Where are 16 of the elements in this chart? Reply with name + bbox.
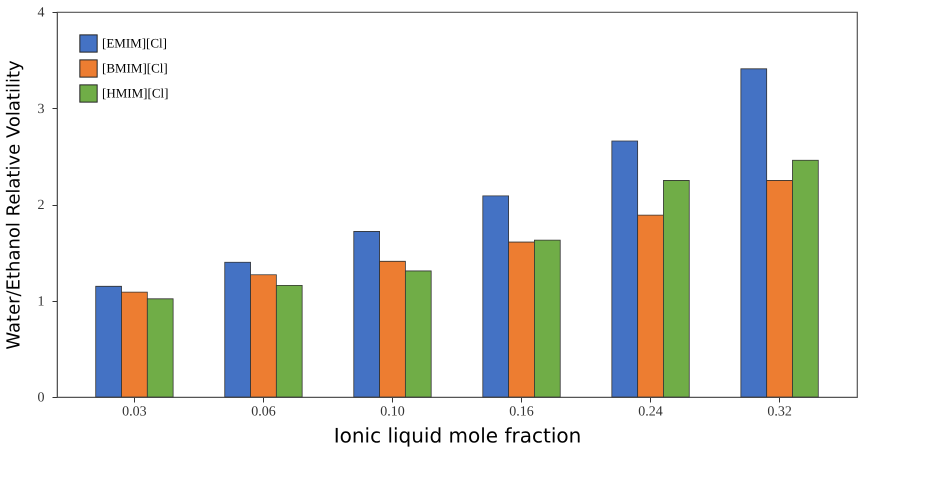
y-tick-label: 3: [38, 102, 44, 117]
legend-label: [HMIM][Cl]: [102, 86, 168, 100]
x-tick-label: 0.24: [638, 404, 663, 420]
legend-label: [BMIM][Cl]: [102, 60, 168, 76]
y-tick-label: 2: [38, 198, 44, 213]
y-axis-title: Water/Ethanol Relative Volatility: [4, 60, 24, 350]
x-tick-label: 0.03: [122, 404, 147, 420]
x-tick-label: 0.06: [251, 404, 276, 420]
y-tick-label: 0: [38, 390, 44, 406]
x-axis-title: Ionic liquid mole fraction: [334, 424, 582, 448]
x-tick-label: 0.16: [509, 404, 534, 420]
legend-label: [EMIM][Cl]: [102, 36, 167, 50]
x-tick-label: 0.32: [767, 404, 792, 420]
x-tick-label: 0.10: [380, 404, 405, 420]
y-tick-label: 4: [38, 6, 44, 20]
y-tick-label: 1: [38, 294, 44, 310]
